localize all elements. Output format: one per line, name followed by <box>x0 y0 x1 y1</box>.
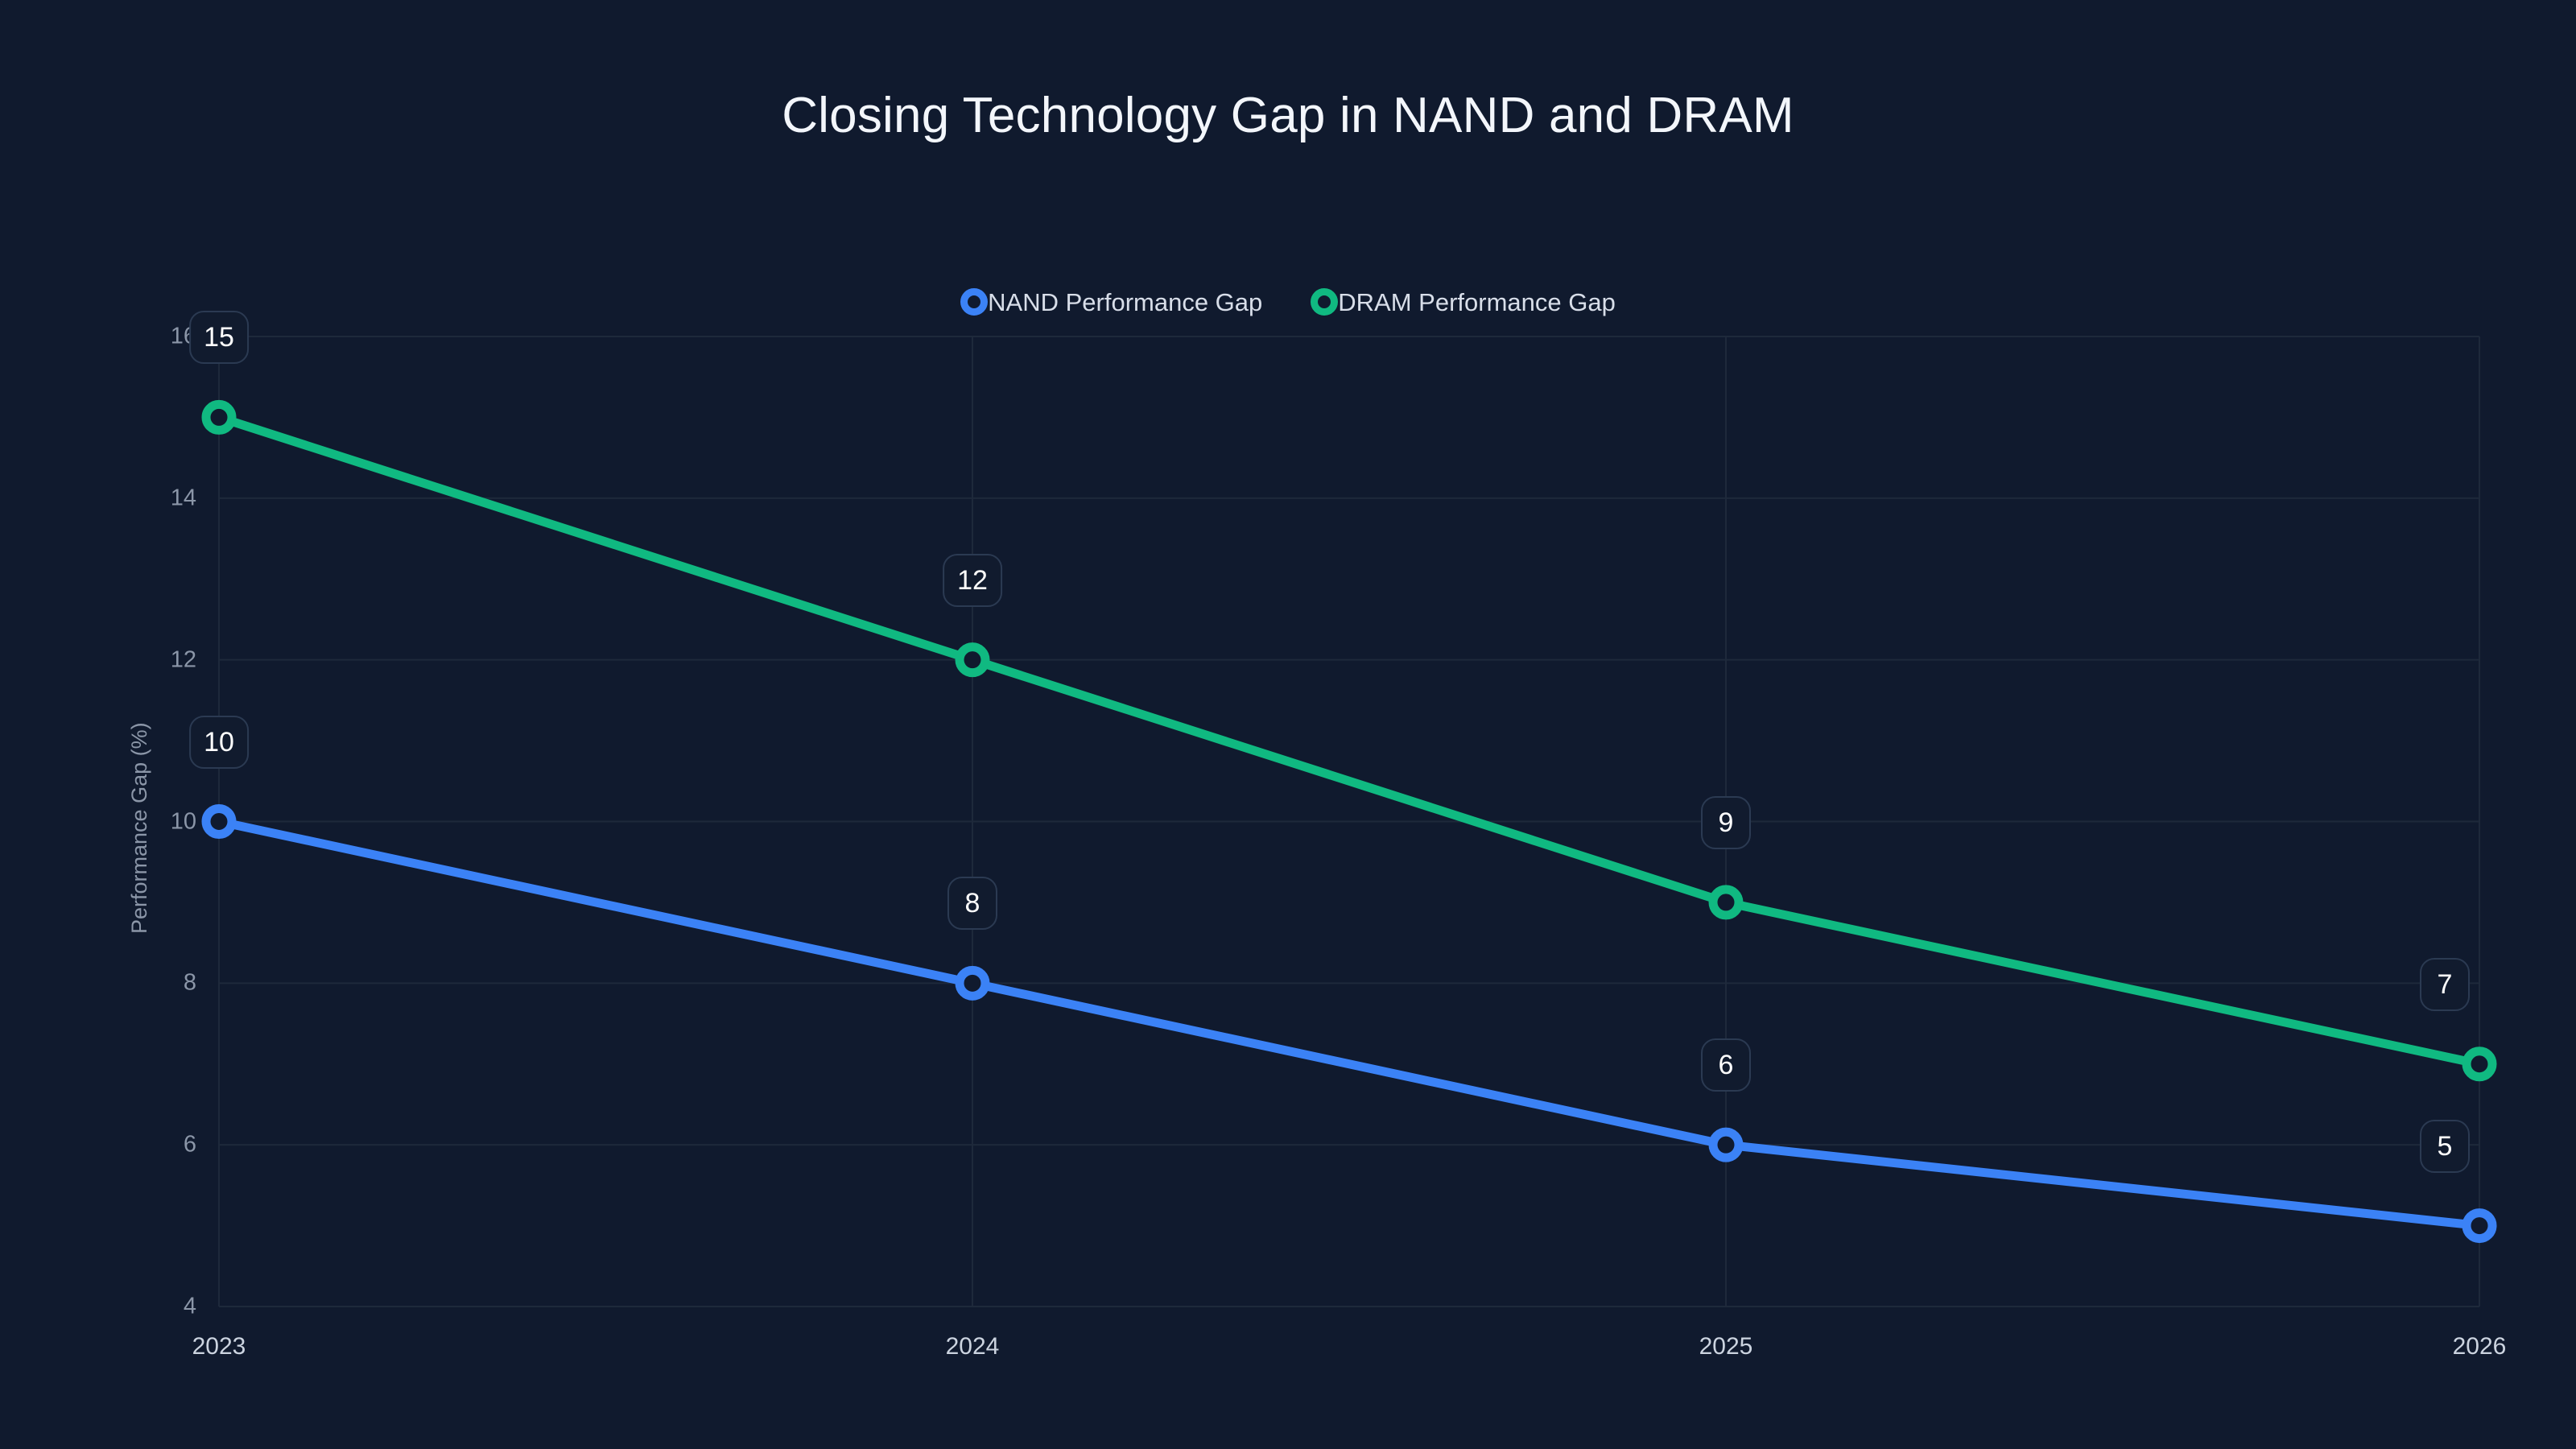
y-axis-tick-label: 14 <box>170 485 196 511</box>
data-point-marker[interactable] <box>1708 1127 1744 1162</box>
legend-item-dram[interactable]: DRAM Performance Gap <box>1311 288 1616 316</box>
data-point-marker[interactable] <box>1708 885 1744 920</box>
data-point-marker[interactable] <box>201 399 237 435</box>
x-axis-tick-label: 2025 <box>1699 1333 1753 1360</box>
series-lines <box>214 412 2484 1231</box>
series-markers <box>201 399 2497 1244</box>
data-point-marker[interactable] <box>2462 1046 2497 1082</box>
data-point-marker[interactable] <box>201 804 237 839</box>
chart-legend: NAND Performance Gap DRAM Performance Ga… <box>0 288 2576 316</box>
data-point-label: 12 <box>943 553 1002 607</box>
data-point-label: 15 <box>189 311 249 365</box>
data-point-marker[interactable] <box>955 642 990 678</box>
x-axis-tick-label: 2026 <box>2452 1333 2507 1360</box>
x-axis-tick-label: 2023 <box>192 1333 246 1360</box>
y-axis-tick-label: 12 <box>170 646 196 673</box>
legend-label-nand: NAND Performance Gap <box>988 287 1263 316</box>
legend-label-dram: DRAM Performance Gap <box>1338 287 1616 316</box>
legend-marker-dram-circle-icon <box>1311 288 1339 316</box>
data-point-label: 6 <box>1701 1038 1751 1092</box>
data-point-label: 5 <box>2420 1119 2470 1173</box>
data-point-label: 8 <box>947 877 997 931</box>
data-point-label: 9 <box>1701 795 1751 849</box>
data-point-marker[interactable] <box>2462 1208 2497 1244</box>
y-axis-tick-label: 4 <box>183 1293 196 1319</box>
legend-marker-nand-circle-icon <box>960 288 989 316</box>
legend-item-nand[interactable]: NAND Performance Gap <box>960 288 1262 316</box>
gridlines <box>218 336 2480 1307</box>
data-point-label: 10 <box>189 715 249 769</box>
data-point-marker[interactable] <box>955 965 990 1001</box>
y-axis-tick-label: 10 <box>170 808 196 834</box>
page-title: Closing Technology Gap in NAND and DRAM <box>782 88 1794 143</box>
series-line-nand <box>214 817 2484 1231</box>
y-axis-tick-label: 8 <box>183 969 196 996</box>
y-axis-title: Performance Gap (%) <box>127 722 151 934</box>
x-axis-tick-label: 2024 <box>945 1333 1000 1360</box>
data-point-label: 7 <box>2420 957 2470 1011</box>
series-line-dram <box>214 412 2484 1069</box>
y-axis-tick-label: 6 <box>183 1131 196 1158</box>
